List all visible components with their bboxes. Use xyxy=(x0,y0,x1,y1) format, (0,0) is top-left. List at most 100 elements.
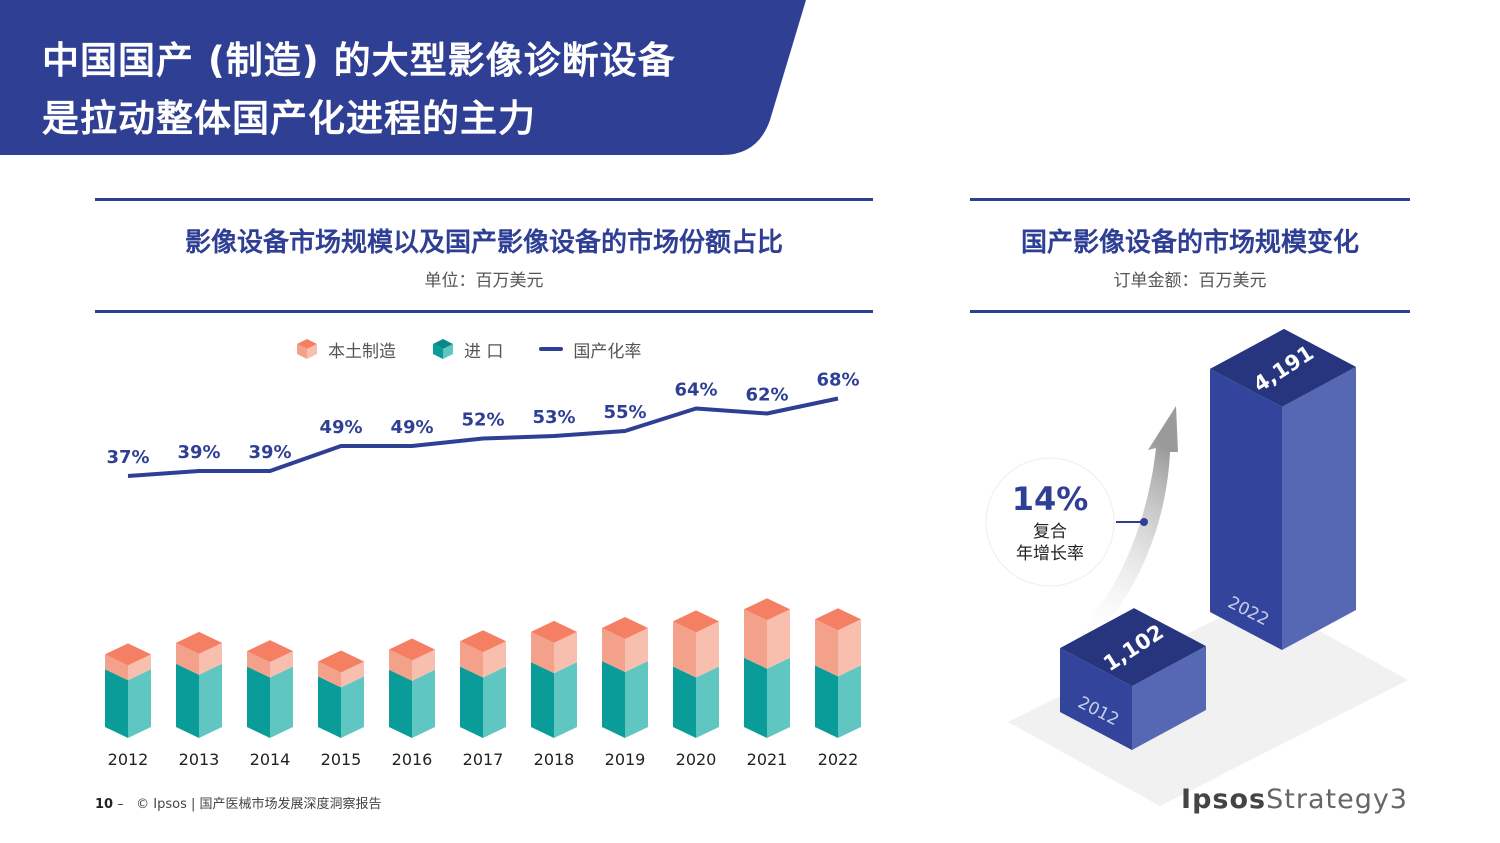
bar-top xyxy=(673,610,719,633)
x-tick-label: 2021 xyxy=(747,750,788,769)
chart-legend: 本土制造 进 口 国产化率 xyxy=(296,335,677,363)
left-panel-subtitle: 单位：百万美元 xyxy=(424,271,544,291)
footer-dash: – xyxy=(117,797,124,812)
rate-data-label: 49% xyxy=(390,417,433,438)
bar-import-front xyxy=(460,666,483,738)
bar-import-front xyxy=(815,665,838,738)
bar-import-side xyxy=(412,669,435,738)
title-banner xyxy=(0,0,806,155)
page-title-line-1: 中国国产 (制造) 的大型影像诊断设备 xyxy=(42,39,676,82)
bar-domestic-front xyxy=(531,631,554,674)
bar-import-front xyxy=(389,669,412,738)
chart-floor xyxy=(1008,598,1408,806)
x-tick-label: 2018 xyxy=(534,750,575,769)
bar-import-side xyxy=(199,663,222,738)
rate-data-label: 53% xyxy=(532,407,575,428)
legend-label-import: 进 口 xyxy=(464,341,504,362)
rate-data-label: 62% xyxy=(745,385,788,406)
bar-top xyxy=(744,598,790,621)
domestic-cube-icon xyxy=(297,339,317,359)
cuboid-2012 xyxy=(1060,608,1206,750)
bar-import-side xyxy=(270,666,293,738)
bar-domestic-front xyxy=(673,621,696,678)
bar-top xyxy=(602,617,648,639)
legend-item-rate: 国产化率 xyxy=(539,337,641,362)
bar-2022 xyxy=(815,608,861,738)
bar-domestic-front xyxy=(815,619,838,677)
bar-top xyxy=(247,640,293,663)
rate-data-label: 39% xyxy=(248,442,291,463)
bar-import-front xyxy=(602,661,625,738)
legend-label-rate: 国产化率 xyxy=(573,341,642,362)
bar-domestic-side xyxy=(696,621,719,678)
bar-import-front xyxy=(247,666,270,738)
x-tick-label: 2012 xyxy=(108,750,149,769)
cuboid-top xyxy=(1060,608,1206,687)
right-panel-title: 国产影像设备的市场规模变化 xyxy=(1020,228,1359,258)
bar-domestic-side xyxy=(554,631,577,674)
bar-import-side xyxy=(128,669,151,738)
bar-domestic-side xyxy=(767,609,790,669)
footer-page-number: 10 xyxy=(95,797,114,812)
bar-domestic-front xyxy=(460,641,483,678)
bar-domestic-front xyxy=(176,642,199,675)
x-tick-label: 2016 xyxy=(392,750,433,769)
x-tick-label: 2013 xyxy=(179,750,220,769)
left-panel-top-rule xyxy=(95,198,873,201)
bar-import-side xyxy=(625,661,648,738)
rate-data-label: 49% xyxy=(319,417,362,438)
bar-top xyxy=(318,650,364,673)
bar-2018 xyxy=(531,620,577,738)
legend-item-domestic: 本土制造 xyxy=(296,337,396,362)
cagr-dot xyxy=(1140,518,1148,526)
bar-import-front xyxy=(531,662,554,738)
brand-logo: IpsosStrategy3 xyxy=(1181,784,1408,815)
x-tick-label: 2015 xyxy=(321,750,362,769)
bar-domestic-side xyxy=(199,642,222,675)
cagr-label-line-2: 年增长率 xyxy=(1016,544,1084,564)
right-panel-bottom-rule xyxy=(970,310,1410,313)
rate-data-label: 39% xyxy=(177,442,220,463)
footer: 10 – © Ipsos | 国产医械市场发展深度洞察报告 xyxy=(95,793,382,812)
right-panel-subtitle: 订单金额：百万美元 xyxy=(1113,271,1267,291)
bar-import-side xyxy=(838,665,861,738)
cuboid-2022 xyxy=(1210,328,1356,650)
bar-2013 xyxy=(176,631,222,738)
bar-domestic-side xyxy=(625,628,648,672)
x-tick-label: 2020 xyxy=(676,750,717,769)
brand-part-2: Strategy3 xyxy=(1266,784,1408,815)
bar-2016 xyxy=(389,638,435,738)
bar-2017 xyxy=(460,630,506,738)
bar-domestic-side xyxy=(128,654,151,681)
x-tick-label: 2019 xyxy=(605,750,646,769)
left-panel-title: 影像设备市场规模以及国产影像设备的市场份额占比 xyxy=(184,228,783,258)
bar-2021 xyxy=(744,598,790,738)
bar-import-side xyxy=(483,666,506,738)
bar-import-front xyxy=(105,669,128,738)
rate-line xyxy=(127,396,839,478)
bar-import-side xyxy=(696,666,719,738)
bar-top xyxy=(531,620,577,643)
legend-label-domestic: 本土制造 xyxy=(328,341,396,362)
cuboid-front xyxy=(1210,368,1282,650)
bar-domestic-front xyxy=(744,609,767,669)
rate-data-label: 52% xyxy=(461,410,504,431)
bar-import-side xyxy=(767,657,790,738)
bar-import-front xyxy=(318,676,341,738)
bar-import-side xyxy=(554,662,577,738)
rate-data-label: 37% xyxy=(106,447,149,468)
footer-text: © Ipsos | 国产医械市场发展深度洞察报告 xyxy=(136,797,382,812)
rate-data-label: 55% xyxy=(603,402,646,423)
bar-top xyxy=(176,631,222,654)
cuboid-front xyxy=(1060,648,1132,750)
cuboid-side xyxy=(1282,366,1356,650)
cagr-label-line-1: 复合 xyxy=(1033,522,1067,542)
bar-top xyxy=(105,643,151,666)
bar-domestic-front xyxy=(247,651,270,678)
bar-2014 xyxy=(247,640,293,738)
page-title-line-2: 是拉动整体国产化进程的主力 xyxy=(42,97,536,140)
bar-import-front xyxy=(176,663,199,738)
bar-domestic-front xyxy=(602,628,625,672)
